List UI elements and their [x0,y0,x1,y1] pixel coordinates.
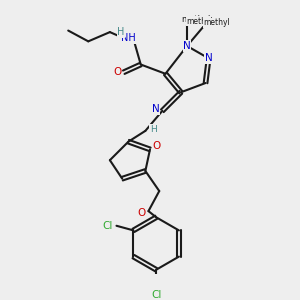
Text: NH: NH [121,33,136,43]
Text: N: N [152,104,159,114]
Text: methyl: methyl [182,15,211,24]
Text: O: O [113,67,122,77]
Text: Cl: Cl [102,221,112,231]
Text: O: O [152,141,160,151]
Text: methyl: methyl [203,18,230,27]
Text: Cl: Cl [151,290,161,300]
Text: methyl: methyl [186,17,213,26]
Text: N: N [205,53,212,63]
Text: N: N [183,41,191,51]
Text: H: H [150,125,157,134]
Text: H: H [117,27,124,37]
Text: O: O [137,208,146,218]
